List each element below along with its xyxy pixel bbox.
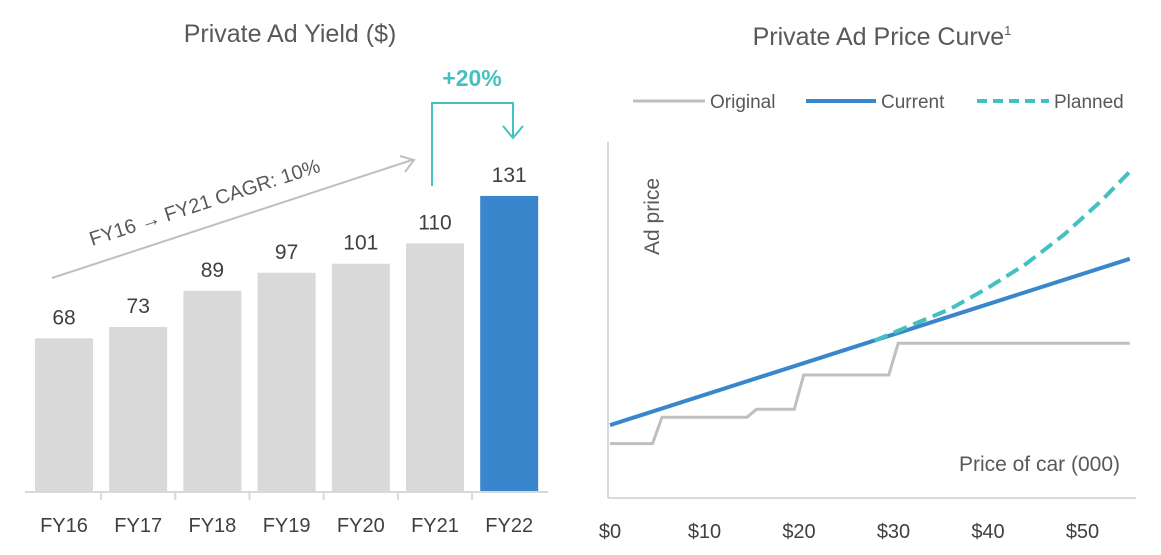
growth-annotation: +20%	[442, 65, 501, 91]
price-curve-chart-title: Private Ad Price Curve1	[753, 23, 1012, 51]
growth-bracket	[431, 102, 514, 186]
price-curve-title-text: Private Ad Price Curve	[753, 23, 1005, 51]
bar-fy18	[183, 290, 242, 492]
bar-value-label: 97	[275, 241, 298, 264]
y-axis-label: Ad price	[641, 178, 664, 255]
category-label: FY22	[485, 515, 533, 537]
bar-fy21	[406, 243, 464, 492]
series-group	[609, 170, 1132, 446]
price-curve-line-chart: Private Ad Price Curve1 Original Current P…	[599, 23, 1136, 543]
x-tick-label: $50	[1066, 521, 1099, 543]
ad-yield-bar-chart: Private Ad Yield ($) 68 FY16 73 FY17 89 FY18 9…	[25, 20, 548, 537]
cagr-arrow-line	[51, 159, 413, 279]
cagr-annotation: FY16 → FY21 CAGR: 10%	[87, 155, 323, 251]
x-tick-label: $30	[877, 521, 910, 543]
category-label: FY19	[263, 515, 311, 537]
legend: Original Current Planned	[633, 92, 1124, 113]
bar-value-label: 101	[343, 232, 378, 255]
bar-value-label: 89	[201, 259, 224, 282]
bar-group: 68 FY16 73 FY17 89 FY18 97 FY19 101 FY20 110 FY21 13…	[35, 164, 539, 537]
category-tick-marks	[100, 492, 474, 500]
x-tick-label: $20	[782, 521, 815, 543]
cagr-arrow-head	[399, 155, 416, 173]
bar-fy19	[257, 272, 316, 492]
category-label: FY18	[188, 515, 236, 537]
price-curve-title-footnote: 1	[1004, 23, 1011, 38]
legend-label-planned: Planned	[1054, 92, 1124, 113]
bar-value-label: 68	[52, 306, 75, 329]
ad-yield-chart-title: Private Ad Yield ($)	[184, 20, 397, 48]
bar-fy17	[109, 327, 168, 492]
x-tick-label: $10	[688, 521, 721, 543]
category-label: FY16	[40, 515, 88, 537]
bar-value-label: 110	[418, 211, 451, 234]
series-original-line	[610, 341, 1130, 446]
category-label: FY17	[114, 515, 162, 537]
bar-fy16	[35, 338, 93, 492]
legend-label-current: Current	[881, 92, 945, 113]
series-current-line	[609, 256, 1131, 428]
bar-fy20	[331, 263, 390, 492]
x-tick-label: $40	[971, 521, 1004, 543]
category-label: FY21	[411, 515, 459, 537]
x-axis-label: Price of car (000)	[959, 453, 1120, 476]
series-planned-line	[873, 170, 1132, 343]
bar-fy22	[480, 195, 539, 492]
growth-bracket-arrowhead	[502, 125, 524, 140]
bar-value-label: 73	[127, 295, 150, 318]
x-tick-label: $0	[599, 521, 621, 543]
category-label: FY20	[337, 515, 385, 537]
x-axis-ticks: $0 $10 $20 $30 $40 $50	[599, 521, 1099, 543]
legend-label-original: Original	[710, 92, 775, 113]
bar-value-label: 131	[492, 164, 527, 187]
